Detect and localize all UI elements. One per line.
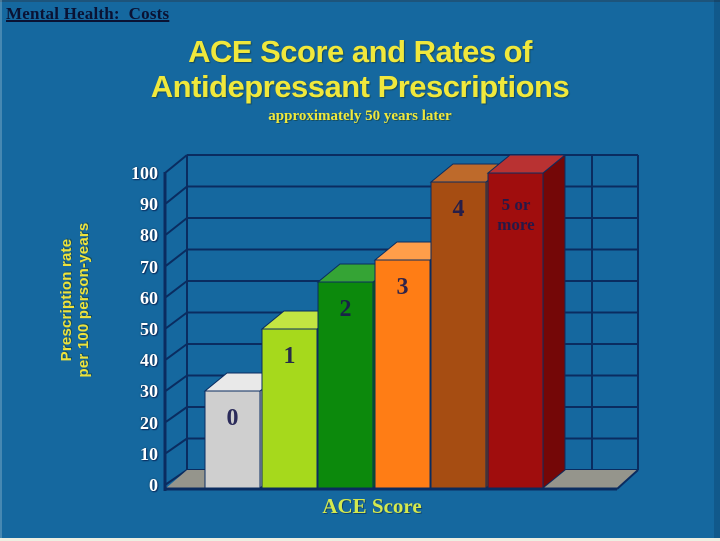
slide-edge-right — [714, 0, 720, 541]
y-tick-label-90: 90 — [140, 194, 158, 215]
bar-4 — [430, 181, 487, 489]
y-axis-title-line2: per 100 person-years — [75, 222, 92, 378]
chart-title-block: ACE Score and Rates of Antidepressant Pr… — [0, 34, 720, 125]
tick-connector-60 — [164, 280, 188, 299]
slide-header: Mental Health: Costs — [6, 4, 170, 23]
tick-connector-80 — [164, 217, 188, 237]
tick-connector-20 — [164, 406, 188, 424]
tick-connector-50 — [164, 311, 188, 330]
y-tick-label-60: 60 — [140, 287, 158, 308]
tick-connector-70 — [164, 248, 188, 268]
floor-right-edge — [616, 469, 639, 490]
tick-connector-90 — [164, 185, 188, 205]
y-axis-title-line1: Prescription rate — [58, 238, 75, 362]
y-tick-label-20: 20 — [140, 412, 158, 433]
chart-title-line1: ACE Score and Rates of — [188, 34, 532, 69]
tick-connector-30 — [164, 374, 188, 393]
y-tick-label-80: 80 — [140, 225, 158, 246]
tick-connector-0 — [164, 469, 188, 486]
y-tick-label-100: 100 — [131, 163, 158, 183]
bar-label-3: 3 — [396, 274, 409, 300]
chart-title-line2: Antidepressant Prescriptions — [150, 69, 570, 104]
y-tick-label-30: 30 — [140, 381, 158, 402]
bar-label-5 or more: 5 or more — [497, 195, 535, 234]
bar-side-5 or more — [542, 153, 566, 490]
bar-label-0: 0 — [226, 405, 239, 431]
slide-edge-left — [0, 0, 2, 541]
y-tick-label-50: 50 — [140, 319, 158, 339]
slide-edge-bottom — [0, 538, 720, 541]
bar-label-2: 2 — [339, 296, 352, 322]
slide-edge-top — [0, 0, 720, 2]
bar-label-1: 1 — [283, 343, 296, 369]
y-tick-label-40: 40 — [140, 350, 158, 371]
chart-subtitle: approximately 50 years later — [268, 108, 452, 124]
x-axis-label: ACE Score — [322, 494, 422, 518]
tick-connector-10 — [164, 437, 188, 455]
tick-connector-40 — [164, 343, 188, 362]
y-tick-label-0: 0 — [149, 475, 158, 495]
bar-label-4: 4 — [452, 196, 465, 222]
y-tick-label-10: 10 — [140, 443, 158, 464]
tick-connector-100 — [164, 154, 188, 174]
y-tick-label-70: 70 — [140, 256, 158, 277]
